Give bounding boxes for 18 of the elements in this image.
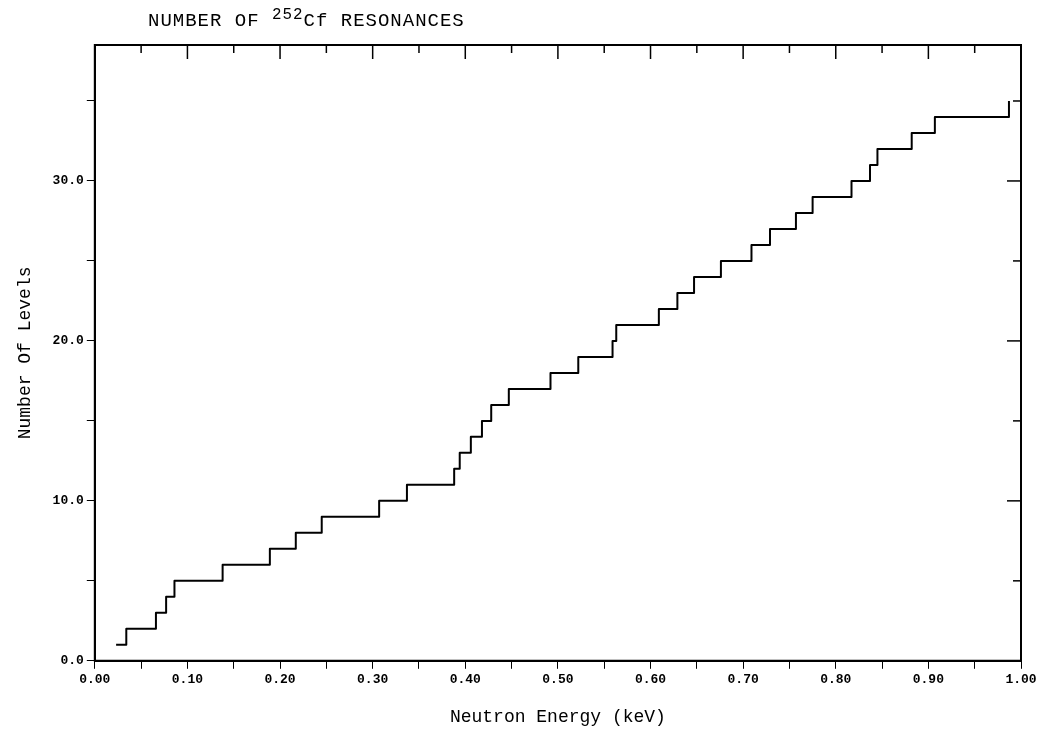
- x-tick-label: 0.60: [634, 671, 667, 687]
- y-tick-label: 0.0: [60, 653, 84, 669]
- x-tick-label: 0.50: [542, 671, 574, 687]
- y-tick-label: 20.0: [52, 333, 84, 349]
- x-tick-label: 0.90: [912, 671, 945, 687]
- x-tick-label: 0.40: [449, 671, 482, 687]
- x-tick-label: 0.70: [727, 671, 759, 687]
- x-tick-label: 0.30: [357, 671, 389, 687]
- x-tick-label: 0.80: [820, 671, 852, 687]
- chart-title: NUMBER OF $^{252}$Cf RESONANCES: [148, 6, 465, 33]
- x-tick-label: 1.00: [1005, 671, 1037, 687]
- x-tick-label: 0.00: [79, 671, 111, 687]
- y-axis-title: Number Of Levels: [14, 266, 35, 440]
- x-tick-label: 0.20: [264, 671, 296, 687]
- x-axis-title: Neutron Energy (keV): [449, 706, 666, 727]
- y-tick-label: 30.0: [52, 173, 84, 189]
- x-tick-label: 0.10: [171, 671, 204, 687]
- y-tick-label: 10.0: [52, 493, 84, 509]
